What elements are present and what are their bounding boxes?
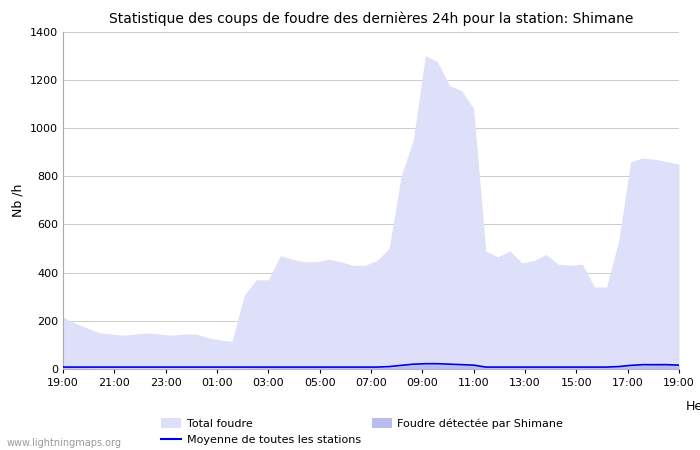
Title: Statistique des coups de foudre des dernières 24h pour la station: Shimane: Statistique des coups de foudre des dern… [108,12,634,26]
Y-axis label: Nb /h: Nb /h [11,184,25,217]
Legend: Total foudre, Moyenne de toutes les stations, Foudre détectée par Shimane: Total foudre, Moyenne de toutes les stat… [161,418,564,445]
Text: www.lightningmaps.org: www.lightningmaps.org [7,438,122,448]
Text: Heure: Heure [686,400,700,413]
